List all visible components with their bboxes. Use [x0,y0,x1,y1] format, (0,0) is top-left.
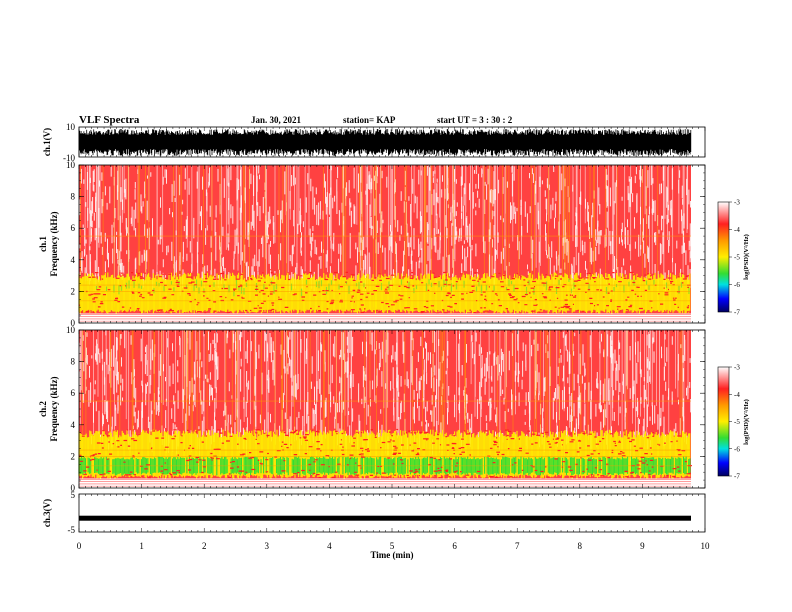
ch1-spec-channel-label: ch.1 [38,236,48,252]
ch3-ytick-label: -5 [68,525,76,535]
ch1-spec-ytick-label: 10 [66,160,76,170]
colorbar-tick-label: -5 [734,418,740,426]
ch2-spec-ytick-label: 6 [71,388,76,398]
x-axis-label: Time (min) [370,550,413,560]
ch1-ytick-label: -10 [63,153,75,163]
x-tick-label: 1 [139,541,144,551]
date-label: Jan. 30, 2021 [251,115,302,125]
colorbar-ch1-ticks: -3 -4 -5 -6 -7 [729,199,740,317]
x-tick-label: 5 [390,541,395,551]
ch2-spectrogram-panel [78,329,706,489]
station-label: station= KAP [343,115,396,125]
x-tick-label: 8 [578,541,583,551]
x-tick-label: 10 [701,541,711,551]
spec-bottom [79,313,691,323]
ch1-spectrogram-image [78,165,692,323]
colorbar-ch2-scale [717,366,730,477]
colorbar-tick-label: -4 [734,226,740,234]
colorbar-tick-label: -4 [734,391,740,399]
ch3-waveform-panel [78,493,706,533]
colorbar-tick-label: -3 [734,199,740,207]
ch3-waveform-trace [79,515,691,521]
x-tick-label: 7 [515,541,520,551]
ch2-spec-ytick-label: 2 [71,451,76,461]
x-tick-label: 2 [202,541,207,551]
colorbar-tick-label: -5 [734,254,740,262]
colorbar-ch2: -3 -4 -5 -6 -7 log(PSD)(V²/Hz) [717,364,750,481]
colorbar-tick-label: -7 [734,473,740,481]
colorbar-ch1-label: log(PSD)(V²/Hz) [743,234,750,280]
ch2-spec-channel-label: ch.2 [38,401,48,417]
colorbar-tick-label: -7 [734,309,740,317]
ch1-spec-ytick-label: 0 [71,318,76,328]
ch2-spectrogram-image [78,330,692,488]
x-tick-label: 4 [327,541,332,551]
axis-ticks [78,127,706,532]
ch1-ytick-label: 10 [66,122,76,132]
chart-title: VLF Spectra [79,114,140,126]
ch1-waveform-panel [78,126,706,158]
ch2-spec-ylabel: Frequency (kHz) [49,376,59,441]
ch1-spectrogram-panel [78,164,706,324]
ch1-spec-ytick-label: 2 [71,286,76,296]
colorbar-ch1-scale [717,201,730,313]
x-tick-label: 9 [640,541,645,551]
ch3-waveform-line [79,515,691,521]
colorbar-ch1: -3 -4 -5 -6 -7 log(PSD)(V²/Hz) [717,199,750,317]
x-tick-label: 0 [77,541,82,551]
ch1-spec-ytick-label: 8 [71,192,76,202]
spec-band-mottle [79,271,691,314]
colorbar-ch2-label: log(PSD)(V²/Hz) [743,399,750,445]
ch2-spec-ytick-label: 10 [66,325,76,335]
ch1-spec-ytick-label: 4 [71,255,76,265]
ch3-ylabel: ch.3(V) [42,499,52,527]
colorbar-tick-label: -6 [734,445,740,453]
x-tick-label: 3 [265,541,270,551]
ch1-spec-ytick-label: 6 [71,223,76,233]
spec-band-mottle [79,428,692,480]
ch1-ylabel: ch.1(V) [42,128,52,156]
spec-green-patches [95,278,690,297]
start-ut-label: start UT = 3 : 30 : 2 [437,115,513,125]
ch2-spec-ytick-label: 8 [71,357,76,367]
colorbar-tick-label: -6 [734,281,740,289]
ch2-spec-ytick-label: 4 [71,420,76,430]
spec-bottom [79,478,691,488]
colorbar-tick-label: -3 [734,364,740,372]
x-tick-label: 6 [452,541,457,551]
ch3-frame [78,493,706,533]
ch3-ytick-label: 5 [71,490,76,500]
colorbar-ch2-ticks: -3 -4 -5 -6 -7 [729,364,740,481]
ch1-spec-ylabel: Frequency (kHz) [49,211,59,276]
ch2-spec-ytick-label: 0 [71,483,76,493]
